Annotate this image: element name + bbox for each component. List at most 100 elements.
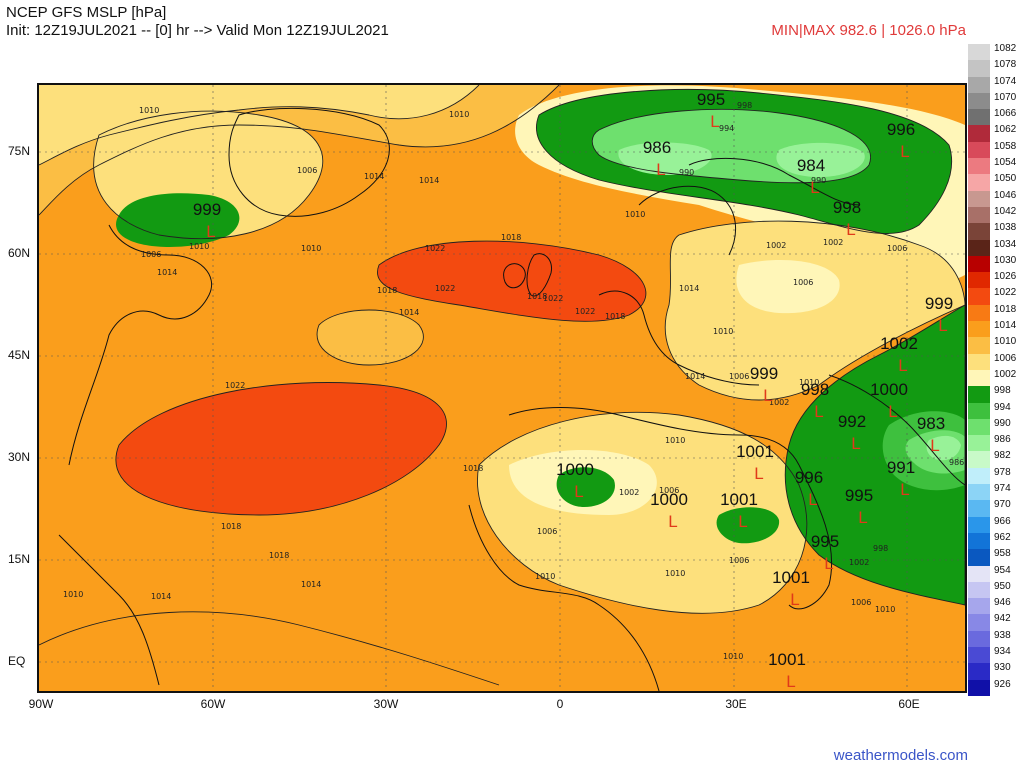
lon-label-30e: 30E (725, 697, 747, 711)
colorbar-swatch: 1082 (968, 43, 1016, 61)
colorbar-swatch: 970 (968, 499, 1011, 517)
pressure-center-value: 1001 (772, 568, 810, 587)
isobar-label: 1006 (729, 556, 749, 565)
colorbar-swatch: 954 (968, 565, 1011, 582)
low-marker: L (668, 512, 677, 531)
colorbar-swatch: 1066 (968, 108, 1016, 126)
colorbar-label: 1066 (994, 108, 1017, 120)
colorbar-label: 966 (994, 515, 1011, 527)
colorbar-label: 1006 (994, 352, 1017, 364)
isobar-label: 1018 (377, 286, 397, 295)
isobar-label: 1006 (297, 166, 317, 175)
colorbar-label: 994 (994, 401, 1011, 413)
lat-label-75n: 75N (8, 144, 31, 158)
colorbar-swatch: 990 (968, 418, 1011, 436)
isobar-label: 1006 (141, 250, 161, 259)
pressure-center-value: 992 (838, 412, 866, 431)
isobar-label: 1014 (364, 172, 384, 181)
low-marker: L (900, 480, 909, 499)
pressure-center-value: 995 (811, 532, 839, 551)
pressure-center-value: 983 (917, 414, 945, 433)
lat-label-15n: 15N (8, 552, 31, 566)
colorbar-label: 982 (994, 450, 1011, 462)
isobar-label: 1002 (823, 238, 843, 247)
isobar-label: 998 (873, 544, 888, 553)
colorbar-swatch: 1038 (968, 222, 1016, 240)
colorbar-label: 974 (994, 483, 1011, 495)
azores-high-1022 (115, 382, 447, 515)
isobar-label: 1014 (419, 176, 439, 185)
isobar-label: 1014 (679, 284, 699, 293)
lon-label-0: 0 (556, 697, 564, 711)
lon-label-90w: 90W (28, 697, 54, 711)
lat-label-60n: 60N (8, 246, 31, 260)
isobar-label: 986 (949, 458, 964, 467)
colorbar-swatch: 938 (968, 630, 1011, 647)
pressure-center-value: 1001 (720, 490, 758, 509)
pressure-center-value: 984 (797, 156, 825, 175)
colorbar-swatch: 930 (968, 662, 1011, 680)
isobar-label: 1010 (799, 378, 819, 387)
uk-high-1022 (377, 241, 646, 322)
colorbar-label: 1022 (994, 287, 1017, 299)
colorbar-swatch: 926 (968, 679, 1011, 696)
colorbar-label: 926 (994, 678, 1011, 690)
isobar-label: 1010 (665, 569, 685, 578)
pressure-center-value: 996 (887, 120, 915, 139)
pressure-center-value: 998 (801, 380, 829, 399)
sahara-low-1000 (556, 467, 615, 507)
init-valid-line: Init: 12Z19JUL2021 -- [0] hr --> Valid M… (6, 22, 389, 39)
colorbar-label: 1042 (994, 205, 1017, 217)
low-marker: L (574, 482, 583, 501)
isobar-label: 998 (737, 101, 752, 110)
isobar-label: 1014 (399, 308, 419, 317)
low-marker: L (786, 672, 795, 691)
pressure-center-value: 995 (697, 90, 725, 109)
colorbar-label: 962 (994, 531, 1011, 543)
low-marker: L (930, 436, 939, 455)
colorbar-label: 1014 (994, 320, 1017, 332)
low-marker: L (900, 142, 909, 161)
low-marker: L (808, 490, 817, 509)
colorbar-swatch: 946 (968, 597, 1011, 615)
lon-label-60w: 60W (200, 697, 226, 711)
pressure-center-value: 995 (845, 486, 873, 505)
low-marker: L (888, 402, 897, 421)
lat-label-30n: 30N (8, 450, 31, 464)
isobar-label: 1018 (221, 522, 241, 531)
isobar-label: 1002 (619, 488, 639, 497)
colorbar-label: 1074 (994, 75, 1017, 87)
isobar-label: 1006 (851, 598, 871, 607)
isobar-label: 1014 (151, 592, 171, 601)
pressure-center-value: 1001 (768, 650, 806, 669)
graticule (39, 85, 965, 691)
colorbar-label: 934 (994, 645, 1011, 657)
colorbar-label: 930 (994, 662, 1011, 674)
isobar-label: 1022 (575, 307, 595, 316)
colorbar-swatch: 986 (968, 434, 1011, 452)
colorbar-label: 1026 (994, 271, 1017, 283)
site-credit: weathermodels.com (833, 747, 968, 764)
low-marker: L (656, 160, 665, 179)
lon-label-60e: 60E (898, 697, 920, 711)
isobar-label: 1010 (535, 572, 555, 581)
isobar-label: 1014 (157, 268, 177, 277)
low-marker: L (824, 554, 833, 573)
isobar-label: 990 (679, 168, 694, 177)
colorbar-swatch: 1034 (968, 239, 1016, 256)
low-marker: L (790, 590, 799, 609)
low-marker: L (754, 464, 763, 483)
colorbar-swatch: 1006 (968, 353, 1016, 370)
colorbar-label: 970 (994, 499, 1011, 511)
colorbar-label: 1034 (994, 238, 1017, 250)
pressure-center-value: 1002 (880, 334, 918, 353)
isobar-label: 1014 (685, 372, 705, 381)
isobar-label: 1018 (463, 464, 483, 473)
isobar-label: 1018 (527, 292, 547, 301)
colorbar-swatch: 1018 (968, 304, 1016, 322)
low-marker: L (763, 386, 772, 405)
colorbar-swatch: 1070 (968, 92, 1016, 110)
low-marker: L (738, 512, 747, 531)
coastlines (58, 107, 965, 691)
pressure-center-value: 999 (750, 364, 778, 383)
